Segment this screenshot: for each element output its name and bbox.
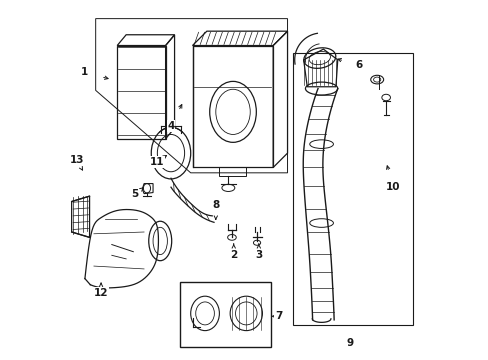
Text: 9: 9	[346, 338, 353, 348]
Text: 7: 7	[274, 311, 282, 321]
Text: 2: 2	[230, 250, 237, 260]
Text: 4: 4	[167, 121, 174, 131]
Text: 5: 5	[131, 189, 139, 199]
Text: 6: 6	[355, 60, 362, 70]
Text: 12: 12	[94, 288, 108, 298]
Text: 11: 11	[149, 157, 163, 167]
Text: 8: 8	[212, 200, 219, 210]
Text: 1: 1	[81, 67, 88, 77]
Text: 13: 13	[69, 155, 84, 165]
Text: 10: 10	[386, 182, 400, 192]
Text: 3: 3	[255, 250, 262, 260]
